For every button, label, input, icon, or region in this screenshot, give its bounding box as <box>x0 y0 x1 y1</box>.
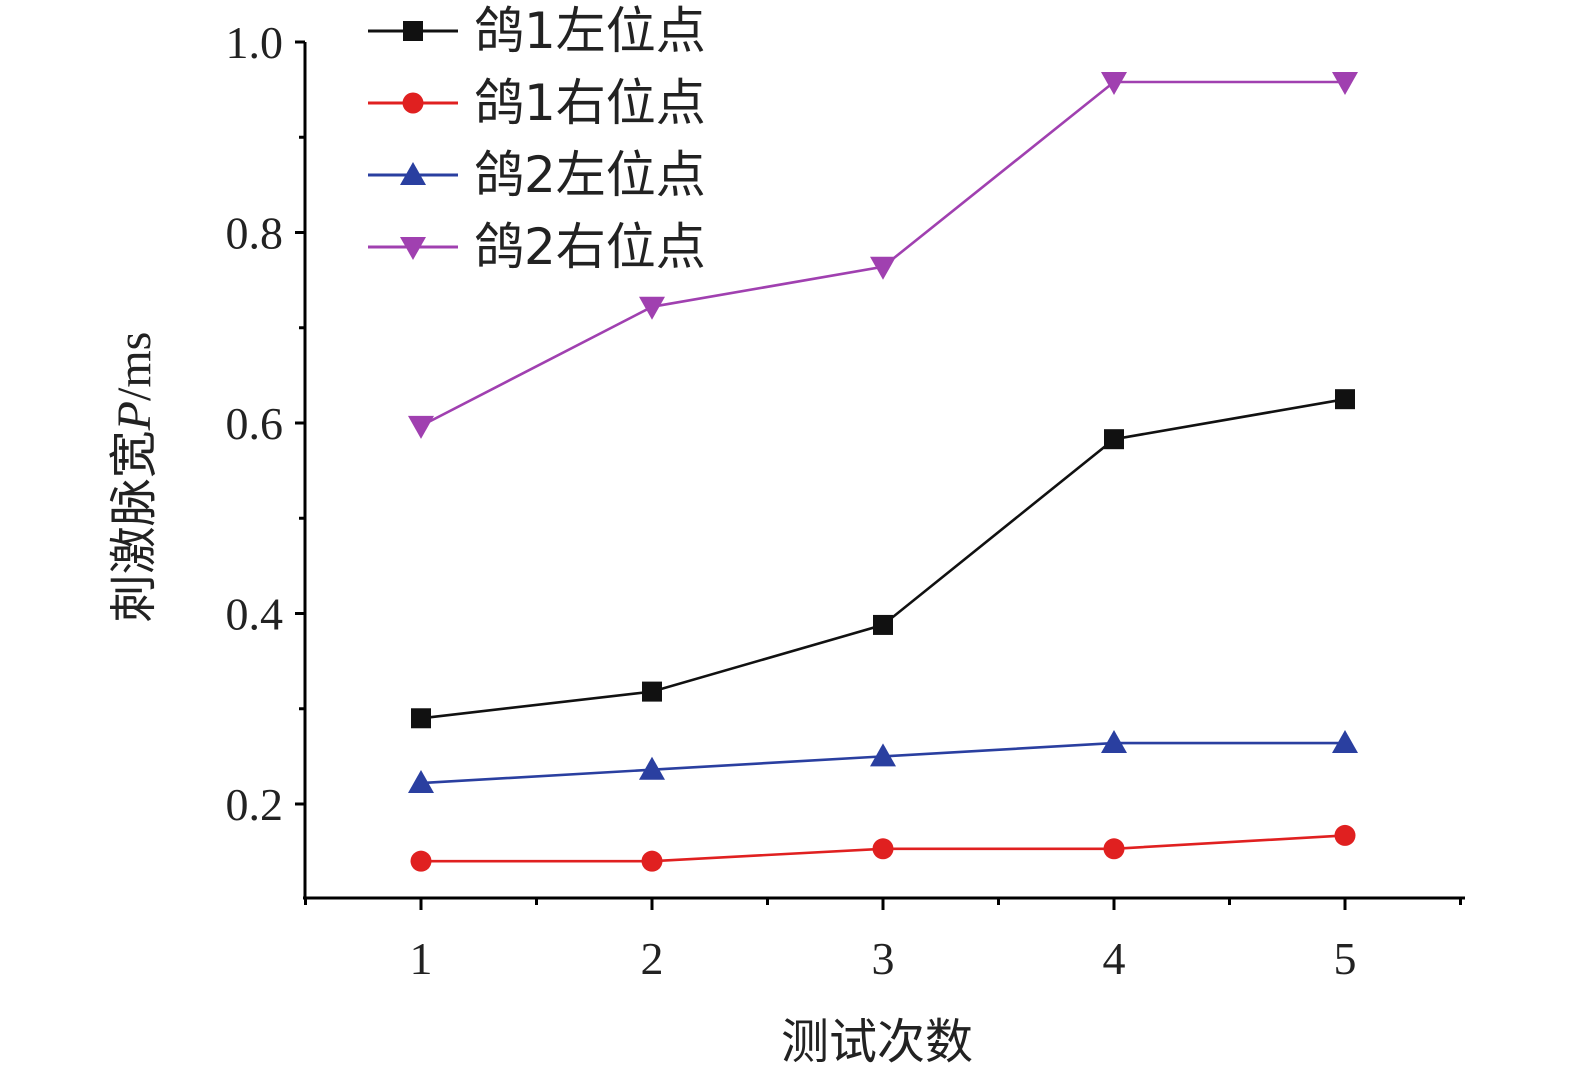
data-point-triangle-down <box>870 256 896 280</box>
data-point-triangle-up <box>408 770 434 794</box>
x-tick-label: 1 <box>410 933 433 984</box>
y-axis-title-unit: /ms <box>108 332 161 401</box>
data-point-triangle-up <box>400 162 426 185</box>
legend-label: 鸽2左位点 <box>474 146 706 204</box>
legend-item: 鸽2左位点 <box>368 146 706 204</box>
data-point-triangle-up <box>1332 730 1358 754</box>
y-axis-title-main: 刺激脉宽 <box>106 430 162 622</box>
data-point-triangle-up <box>1101 730 1127 754</box>
data-point-square <box>403 21 423 41</box>
data-point-square <box>411 708 431 729</box>
x-tick-label: 5 <box>1334 933 1357 984</box>
data-point-square <box>642 681 662 702</box>
data-point-triangle-down <box>408 415 434 439</box>
data-point-circle <box>641 850 663 872</box>
series-4 <box>408 72 1358 439</box>
y-tick-label: 0.4 <box>226 589 284 640</box>
data-point-triangle-up <box>639 756 665 780</box>
data-point-triangle-down <box>1101 72 1127 96</box>
data-point-circle <box>872 838 894 860</box>
x-axis-title: 测试次数 <box>781 1014 973 1070</box>
y-tick-label: 1.0 <box>226 17 284 68</box>
data-point-circle <box>1334 824 1356 846</box>
y-tick-label: 0.6 <box>226 398 284 449</box>
data-point-circle <box>410 850 432 872</box>
legend-label: 鸽1左位点 <box>474 2 706 60</box>
data-point-square <box>1104 429 1124 450</box>
series-3 <box>408 730 1358 794</box>
legend-item: 鸽1左位点 <box>368 2 706 60</box>
data-point-triangle-up <box>870 743 896 767</box>
y-axis-title-variable: P <box>108 401 161 431</box>
x-tick-label: 3 <box>872 933 895 984</box>
series-2 <box>410 824 1356 872</box>
data-point-square <box>873 614 893 635</box>
series-1 <box>411 389 1355 729</box>
legend-label: 鸽2右位点 <box>474 218 706 276</box>
legend-label: 鸽1右位点 <box>474 74 706 132</box>
y-tick-label: 0.8 <box>226 208 284 259</box>
legend-item: 鸽1右位点 <box>368 74 706 132</box>
legend-item: 鸽2右位点 <box>368 218 706 276</box>
data-point-triangle-down <box>639 296 665 320</box>
ticks: 0.2 0.4 0.6 0.8 1.0 1 2 3 4 5 <box>226 17 1462 984</box>
data-point-square <box>1335 389 1355 410</box>
data-point-triangle-down <box>1332 72 1358 96</box>
series-line <box>420 397 1346 720</box>
data-point-circle <box>402 92 424 114</box>
y-axis-title: 刺激脉宽P/ms <box>106 332 162 623</box>
data-point-triangle-down <box>400 237 426 260</box>
x-tick-label: 2 <box>641 933 664 984</box>
y-tick-label: 0.2 <box>226 779 284 830</box>
series <box>408 72 1358 872</box>
data-point-circle <box>1103 838 1125 860</box>
x-tick-label: 4 <box>1103 933 1126 984</box>
